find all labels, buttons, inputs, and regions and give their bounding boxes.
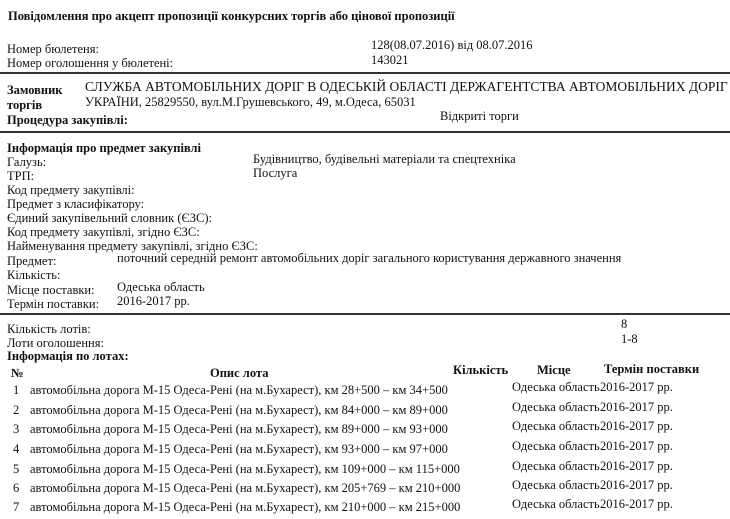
lot-place: Одеська область xyxy=(512,439,600,453)
lot-term: 2016-2017 рр. xyxy=(600,419,673,433)
industry-label: Галузь: xyxy=(7,155,47,169)
place-value: Одеська область xyxy=(117,280,205,294)
column-header-term: Термін поставки xyxy=(604,362,700,376)
lot-description: автомобільна дорога М-15 Одеса-Рені (на … xyxy=(30,383,448,397)
lot-place: Одеська область xyxy=(512,400,600,414)
code-ezs-label: Код предмету закупівлі, згідно ЄЗС: xyxy=(7,225,200,239)
customer-value-1: СЛУЖБА АВТОМОБІЛЬНИХ ДОРІГ В ОДЕСЬКІЙ ОБ… xyxy=(85,79,728,94)
quantity-label: Кількість: xyxy=(7,268,61,282)
lot-term: 2016-2017 рр. xyxy=(600,459,673,473)
customer-value-2: УКРАЇНИ, 25829550, вул.М.Грушевського, 4… xyxy=(85,95,416,109)
announced-lots-label: Лоти оголошення: xyxy=(7,336,104,350)
term-label: Термін поставки: xyxy=(7,297,100,311)
procedure-label: Процедура закупівлі: xyxy=(7,113,128,127)
bulletin-number-label: Номер бюлетеня: xyxy=(7,42,99,56)
lot-place: Одеська область xyxy=(512,380,600,394)
bulletin-number-value: 128(08.07.2016) від 08.07.2016 xyxy=(371,38,533,52)
document-title: Повідомлення про акцепт пропозиції конку… xyxy=(8,9,455,23)
industry-value: Будівництво, будівельні матеріали та спе… xyxy=(253,152,516,166)
trp-label: ТРП: xyxy=(7,169,35,183)
column-header-quantity: Кількість xyxy=(453,363,509,377)
lot-description: автомобільна дорога М-15 Одеса-Рені (на … xyxy=(30,481,461,495)
lot-term: 2016-2017 рр. xyxy=(600,497,673,511)
column-header-number: № xyxy=(11,366,24,380)
lot-place: Одеська область xyxy=(512,419,600,433)
lot-description: автомобільна дорога М-15 Одеса-Рені (на … xyxy=(30,462,460,476)
notice-number-value: 143021 xyxy=(371,53,409,67)
term-value: 2016-2017 рр. xyxy=(117,294,190,308)
customer-label-2: торгів xyxy=(7,98,43,112)
divider xyxy=(0,313,730,315)
lot-description: автомобільна дорога М-15 Одеса-Рені (на … xyxy=(30,422,448,436)
item-value: поточний середній ремонт автомобільних д… xyxy=(117,251,622,265)
lot-number: 1 xyxy=(13,383,20,397)
divider xyxy=(0,72,730,74)
column-header-place: Місце xyxy=(537,363,571,377)
lot-number: 5 xyxy=(13,462,20,476)
lot-description: автомобільна дорога М-15 Одеса-Рені (на … xyxy=(30,500,461,514)
lots-heading: Інформація по лотах: xyxy=(7,349,129,363)
ezs-label: Єдиний закупівельний словник (ЄЗС): xyxy=(7,211,212,225)
lot-number: 7 xyxy=(13,500,20,514)
column-header-description: Опис лота xyxy=(210,366,269,380)
classifier-label: Предмет з класифікатору: xyxy=(7,197,145,211)
code-label: Код предмету закупівлі: xyxy=(7,183,135,197)
announced-lots-value: 1-8 xyxy=(621,332,638,346)
lot-place: Одеська область xyxy=(512,459,600,473)
lot-term: 2016-2017 рр. xyxy=(600,400,673,414)
lot-description: автомобільна дорога М-15 Одеса-Рені (на … xyxy=(30,442,448,456)
lot-number: 3 xyxy=(13,422,20,436)
lot-number: 2 xyxy=(13,403,20,417)
notice-number-label: Номер оголошення у бюлетені: xyxy=(7,56,174,70)
item-label: Предмет: xyxy=(7,254,57,268)
divider xyxy=(0,131,730,133)
lot-number: 4 xyxy=(13,442,20,456)
lot-place: Одеська область xyxy=(512,497,600,511)
lot-place: Одеська область xyxy=(512,478,600,492)
lot-description: автомобільна дорога М-15 Одеса-Рені (на … xyxy=(30,403,448,417)
lot-number: 6 xyxy=(13,481,20,495)
lot-term: 2016-2017 рр. xyxy=(600,439,673,453)
name-ezs-label: Найменування предмету закупівлі, згідно … xyxy=(7,239,258,253)
customer-label-1: Замовник xyxy=(7,83,63,97)
lot-count-label: Кількість лотів: xyxy=(7,322,91,336)
subject-heading: Інформація про предмет закупівлі xyxy=(7,141,201,155)
procedure-value: Відкриті торги xyxy=(440,109,519,123)
place-label: Місце поставки: xyxy=(7,283,95,297)
lot-term: 2016-2017 рр. xyxy=(600,380,673,394)
lot-term: 2016-2017 рр. xyxy=(600,478,673,492)
trp-value: Послуга xyxy=(253,166,298,180)
lot-count-value: 8 xyxy=(621,317,628,331)
